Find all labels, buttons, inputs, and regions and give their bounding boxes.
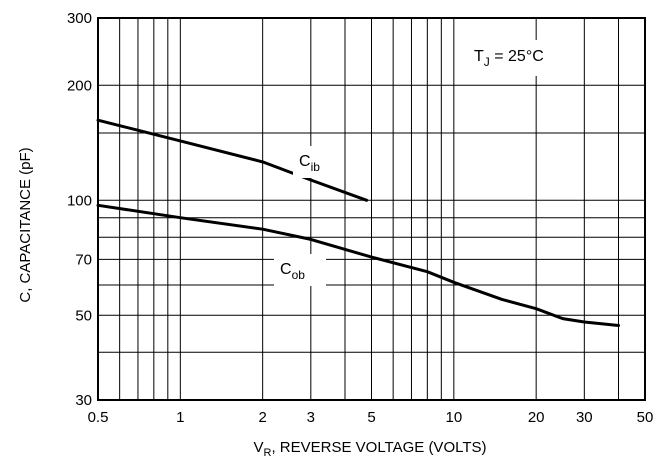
x-tick-label: 30 xyxy=(576,409,593,426)
temperature-annotation-rest: = 25°C xyxy=(490,48,544,65)
x-tick-label: 2 xyxy=(258,409,266,426)
y-tick-labels: 30 50 70 100 200 300 xyxy=(67,10,92,409)
temperature-annotation-group: TJ = 25°C xyxy=(468,40,576,76)
x-tick-labels: 0.5 1 2 3 5 10 20 30 50 xyxy=(88,409,654,426)
series-line-cib xyxy=(96,118,369,202)
x-tick-label: 20 xyxy=(528,409,545,426)
x-tick-label: 3 xyxy=(307,409,315,426)
x-tick-label: 0.5 xyxy=(88,409,109,426)
y-axis-label: C, CAPACITANCE (pF) xyxy=(17,147,34,302)
x-tick-label: 50 xyxy=(637,409,654,426)
y-tick-label: 100 xyxy=(67,192,92,209)
plot-frame xyxy=(97,17,646,401)
x-axis-label-sub: R xyxy=(264,447,272,459)
x-axis-label: VR, REVERSE VOLTAGE (VOLTS) xyxy=(253,439,486,459)
y-tick-label: 70 xyxy=(75,251,92,268)
y-tick-label: 50 xyxy=(75,307,92,324)
series-label-cib-group: Cib xyxy=(293,146,337,178)
series-label-cib: Cib xyxy=(299,153,320,174)
x-tick-label: 1 xyxy=(176,409,184,426)
y-tick-label: 300 xyxy=(67,10,92,27)
series-line-cob xyxy=(96,203,620,327)
series-label-cob: Cob xyxy=(280,261,305,282)
temperature-annotation: TJ = 25°C xyxy=(474,48,544,69)
temperature-annotation-main: T xyxy=(474,48,484,65)
x-tick-label: 5 xyxy=(367,409,375,426)
series-label-cob-group: Cob xyxy=(274,254,326,286)
temperature-annotation-sub: J xyxy=(484,55,490,69)
series-label-cib-main: C xyxy=(299,153,311,170)
x-axis-label-rest: , REVERSE VOLTAGE (VOLTS) xyxy=(271,439,486,456)
series-layer xyxy=(96,118,620,327)
series-label-cob-sub: ob xyxy=(292,268,306,282)
y-tick-label: 30 xyxy=(75,392,92,409)
series-label-cob-main: C xyxy=(280,261,292,278)
series-label-cib-sub: ib xyxy=(311,160,321,174)
x-axis-label-main: V xyxy=(253,439,263,456)
y-tick-label: 200 xyxy=(67,77,92,94)
grid-layer xyxy=(98,18,645,400)
x-tick-label: 10 xyxy=(445,409,462,426)
